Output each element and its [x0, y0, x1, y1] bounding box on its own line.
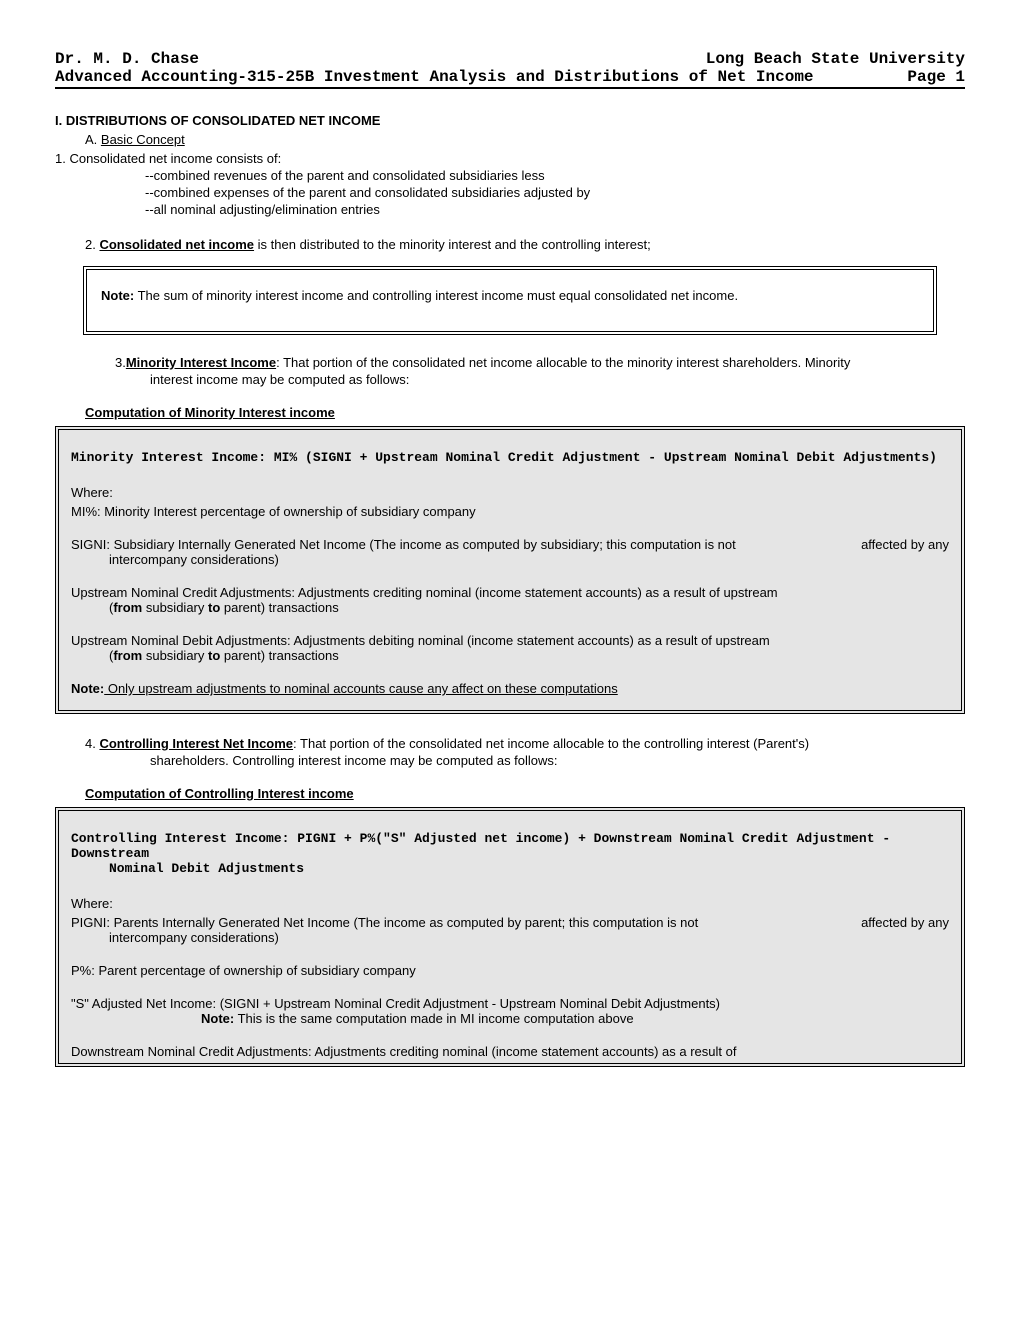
upstream-debit-def: Upstream Nominal Debit Adjustments: Adju… [71, 633, 949, 663]
pigni-main: PIGNI: Parents Internally Generated Net … [71, 915, 861, 930]
updeb-cont: (from subsidiary to parent) transactions [109, 648, 949, 663]
fs-b2-1: to [208, 600, 220, 615]
ci-formula-2: Nominal Debit Adjustments [109, 861, 949, 876]
sub-a-prefix: A. [85, 132, 101, 147]
item-3: 3.Minority Interest Income: That portion… [115, 355, 965, 370]
item-2-term: Consolidated net income [99, 237, 254, 252]
updeb-main: Upstream Nominal Debit Adjustments: Adju… [71, 633, 949, 648]
fs-b1-1: from [113, 600, 142, 615]
item-3-cont: interest income may be computed as follo… [150, 372, 965, 387]
item-3-post: : That portion of the consolidated net i… [276, 355, 850, 370]
header-row-1: Dr. M. D. Chase Long Beach State Univers… [55, 50, 965, 68]
header-page: Page 1 [907, 68, 965, 86]
pigni-row: PIGNI: Parents Internally Generated Net … [71, 915, 949, 930]
signi-main: SIGNI: Subsidiary Internally Generated N… [71, 537, 861, 552]
ppct-def: P%: Parent percentage of ownership of su… [71, 963, 949, 978]
calc-header-mi: Computation of Minority Interest income [85, 405, 965, 420]
item-2-post: is then distributed to the minority inte… [254, 237, 651, 252]
fs-post-2: parent) transactions [220, 648, 339, 663]
note-label: Note: [101, 288, 134, 303]
signi-cont: intercompany considerations) [109, 552, 949, 567]
header-course: Advanced Accounting-315-25B Investment A… [55, 68, 814, 86]
sadj-note-label: Note: [201, 1011, 234, 1026]
page-root: Dr. M. D. Chase Long Beach State Univers… [0, 0, 1020, 1087]
dncred-def: Downstream Nominal Credit Adjustments: A… [71, 1044, 949, 1059]
mi-note: Note: Only upstream adjustments to nomin… [71, 681, 949, 696]
header-university: Long Beach State University [706, 50, 965, 68]
item-1-dash-2: --combined expenses of the parent and co… [145, 185, 965, 200]
mi-computation-box: Minority Interest Income: MI% (SIGNI + U… [55, 426, 965, 714]
pigni-right: affected by any [861, 915, 949, 930]
pigni-def: PIGNI: Parents Internally Generated Net … [71, 915, 949, 945]
fs-mid-2: subsidiary [142, 648, 208, 663]
sadj-note: Note: This is the same computation made … [201, 1011, 949, 1026]
item-1-dash-1: --combined revenues of the parent and co… [145, 168, 965, 183]
item-4-term: Controlling Interest Net Income [99, 736, 293, 751]
ci-where: Where: [71, 896, 949, 911]
mi-formula: Minority Interest Income: MI% (SIGNI + U… [71, 450, 949, 465]
item-1: 1. Consolidated net income consists of: [55, 151, 965, 166]
fs-b2-2: to [208, 648, 220, 663]
calc-header-ci: Computation of Controlling Interest inco… [85, 786, 965, 801]
upstream-credit-def: Upstream Nominal Credit Adjustments: Adj… [71, 585, 949, 615]
section-1-title: I. DISTRIBUTIONS OF CONSOLIDATED NET INC… [55, 113, 965, 128]
ci-computation-box: Controlling Interest Income: PIGNI + P%(… [55, 807, 965, 1067]
header-row-2: Advanced Accounting-315-25B Investment A… [55, 68, 965, 89]
note-box-1: Note: The sum of minority interest incom… [83, 266, 937, 335]
signi-def: SIGNI: Subsidiary Internally Generated N… [71, 537, 949, 567]
upcred-cont: (from subsidiary to parent) transactions [109, 600, 949, 615]
mi-pct-def: MI%: Minority Interest percentage of own… [71, 504, 949, 519]
sadj-main: "S" Adjusted Net Income: (SIGNI + Upstre… [71, 996, 949, 1011]
item-2-pre: 2. [85, 237, 99, 252]
mi-note-text: Only upstream adjustments to nominal acc… [104, 681, 618, 696]
mi-where: Where: [71, 485, 949, 500]
mi-note-label: Note: [71, 681, 104, 696]
item-4-post: : That portion of the consolidated net i… [293, 736, 809, 751]
item-3-term: Minority Interest Income [126, 355, 276, 370]
sub-a-text: Basic Concept [101, 132, 185, 147]
item-4-pre: 4. [85, 736, 99, 751]
fs-mid-1: subsidiary [142, 600, 208, 615]
header-author: Dr. M. D. Chase [55, 50, 199, 68]
signi-right: affected by any [861, 537, 949, 552]
upcred-main: Upstream Nominal Credit Adjustments: Adj… [71, 585, 949, 600]
item-1-dash-3: --all nominal adjusting/elimination entr… [145, 202, 965, 217]
signi-row: SIGNI: Subsidiary Internally Generated N… [71, 537, 949, 552]
sadj-note-text: This is the same computation made in MI … [234, 1011, 633, 1026]
item-2: 2. Consolidated net income is then distr… [85, 237, 965, 252]
item-3-pre: 3. [115, 355, 126, 370]
ci-formula-1: Controlling Interest Income: PIGNI + P%(… [71, 831, 949, 861]
item-4: 4. Controlling Interest Net Income: That… [85, 736, 965, 751]
note-text: The sum of minority interest income and … [134, 288, 738, 303]
fs-post-1: parent) transactions [220, 600, 339, 615]
item-4-cont: shareholders. Controlling interest incom… [150, 753, 965, 768]
fs-b1-2: from [113, 648, 142, 663]
sadj-def: "S" Adjusted Net Income: (SIGNI + Upstre… [71, 996, 949, 1026]
page-header: Dr. M. D. Chase Long Beach State Univers… [55, 50, 965, 89]
sub-a: A. Basic Concept [85, 132, 965, 147]
pigni-cont: intercompany considerations) [109, 930, 949, 945]
